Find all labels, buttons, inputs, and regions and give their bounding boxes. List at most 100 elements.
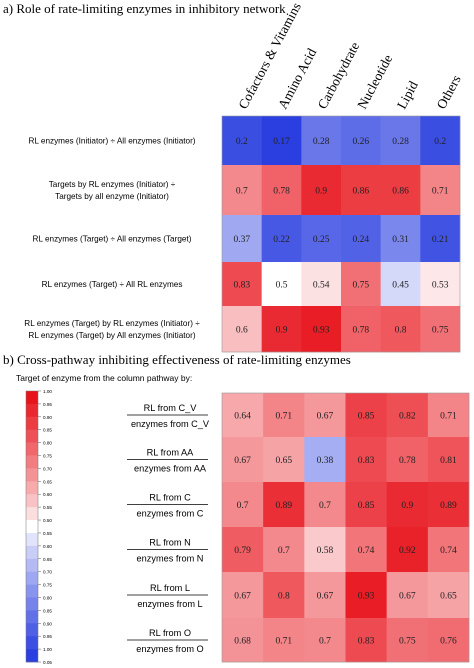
heat-cell (341, 165, 381, 216)
cell-value: 0.6 (236, 326, 248, 336)
heat-cell (301, 165, 342, 216)
cell-value: 0.53 (432, 281, 449, 291)
cell-value: 0.5 (276, 281, 288, 291)
cell-value: 0.28 (313, 137, 330, 147)
row-label-denominator: enzymes from N (137, 554, 204, 564)
cell-value: 0.85 (358, 501, 375, 511)
heat-cell (222, 572, 264, 619)
legend-tick-label: 0.85 (43, 428, 52, 433)
cell-value: 0.2 (434, 137, 446, 147)
panel-b-title: b) Cross-pathway inhibiting effectivenes… (3, 352, 351, 367)
legend-tick-label: 0.80 (43, 595, 52, 600)
cell-value: 0.79 (234, 546, 251, 556)
legend-tick-label: 0.70 (43, 466, 52, 471)
heat-cell (261, 262, 302, 307)
heat-cell (263, 482, 305, 528)
legend-tick-label: 0.60 (43, 492, 52, 497)
row-label-numerator: RL from C_V (144, 403, 198, 413)
cell-value: 0.83 (234, 281, 251, 291)
heatmap-a-row-labels: RL enzymes (Initiator) ÷ All enzymes (In… (24, 137, 200, 341)
cell-value: 0.71 (432, 187, 449, 197)
column-header: Amino Acid (275, 46, 320, 112)
legend-swatch (26, 391, 38, 405)
heat-cell (380, 215, 421, 263)
cell-value: 0.67 (234, 592, 251, 602)
heat-cell (386, 437, 429, 483)
heat-cell (301, 262, 342, 307)
legend-swatch (26, 649, 38, 663)
heat-cell (301, 306, 342, 353)
heat-cell (263, 572, 305, 619)
cell-value: 0.28 (392, 137, 409, 147)
heat-cell (301, 215, 342, 263)
heat-cell (222, 262, 262, 307)
heat-cell (345, 437, 387, 483)
heat-cell (222, 165, 262, 216)
cell-value: 0.54 (313, 281, 330, 291)
cell-value: 0.7 (278, 546, 290, 556)
heat-cell (341, 116, 381, 166)
cell-value: 0.7 (237, 501, 249, 511)
cell-value: 0.8 (278, 592, 290, 602)
legend-swatch (26, 494, 38, 508)
heat-cell (341, 215, 381, 263)
heat-cell (386, 572, 429, 619)
legend-tick-label: 0.85 (43, 608, 52, 613)
heat-cell (222, 527, 264, 573)
legend-tick-label: 1.00 (43, 389, 52, 394)
row-label-numerator: RL from L (150, 583, 190, 593)
heat-cell (420, 215, 461, 263)
cell-value: 0.9 (315, 187, 327, 197)
legend-swatch (26, 442, 38, 456)
cell-value: 0.9 (276, 326, 288, 336)
cell-value: 0.67 (317, 592, 334, 602)
cell-value: 0.21 (432, 235, 449, 245)
legend-swatch (26, 636, 38, 650)
cell-value: 0.7 (236, 187, 248, 197)
cell-value: 0.92 (399, 546, 416, 556)
heat-cell (261, 215, 302, 263)
legend-swatch (26, 532, 38, 547)
legend-swatch (26, 429, 38, 443)
heat-cell (380, 306, 421, 353)
heat-cell (386, 482, 429, 528)
heat-cell (386, 527, 429, 573)
cell-value: 0.93 (358, 592, 375, 602)
legend-tick-label: 1.00 (43, 647, 52, 652)
cell-value: 0.83 (358, 456, 375, 466)
heat-cell (420, 262, 461, 307)
cell-value: 0.82 (399, 412, 416, 422)
row-label-numerator: RL from C (149, 493, 191, 503)
heat-cell (263, 393, 305, 438)
legend-tick-label: 0.05 (43, 660, 52, 665)
column-header: Lipid (394, 78, 421, 111)
legend-swatch (26, 507, 38, 521)
row-label-numerator: RL from O (149, 628, 191, 638)
cell-value: 0.67 (399, 592, 416, 602)
cell-value: 0.9 (401, 501, 413, 511)
row-label-denominator: enzymes from L (137, 599, 202, 609)
heatmap-b-border (221, 392, 470, 663)
cell-value: 0.86 (353, 187, 370, 197)
heat-cell (304, 437, 346, 483)
cell-value: 0.86 (392, 187, 409, 197)
heat-cell (345, 393, 387, 438)
heatmap-a: 0.2 0.17 0.28 0.26 0.28 0.2 0.7 0.78 0.9 0.86 0.86… (221, 115, 461, 353)
legend-tick-label: 0.65 (43, 557, 52, 562)
legend-swatch (26, 597, 38, 611)
cell-value: 0.81 (440, 456, 457, 466)
cell-value: 0.93 (313, 326, 330, 336)
legend-tick-label: 0.90 (43, 415, 52, 420)
heat-cell (386, 618, 429, 663)
column-header: Others (434, 73, 464, 112)
cell-value: 0.67 (317, 412, 334, 422)
heat-cell (222, 482, 264, 528)
row-label: RL enzymes (Target) by All enzymes (Init… (28, 331, 195, 340)
row-label-denominator: enzymes from AA (134, 464, 207, 474)
heat-cell (345, 618, 387, 663)
cell-value: 0.58 (317, 546, 334, 556)
heatmap-b: 0.64 0.71 0.67 0.85 0.82 0.71 0.67 0.65 0.38 0.83… (221, 392, 470, 663)
heat-cell (427, 572, 470, 619)
